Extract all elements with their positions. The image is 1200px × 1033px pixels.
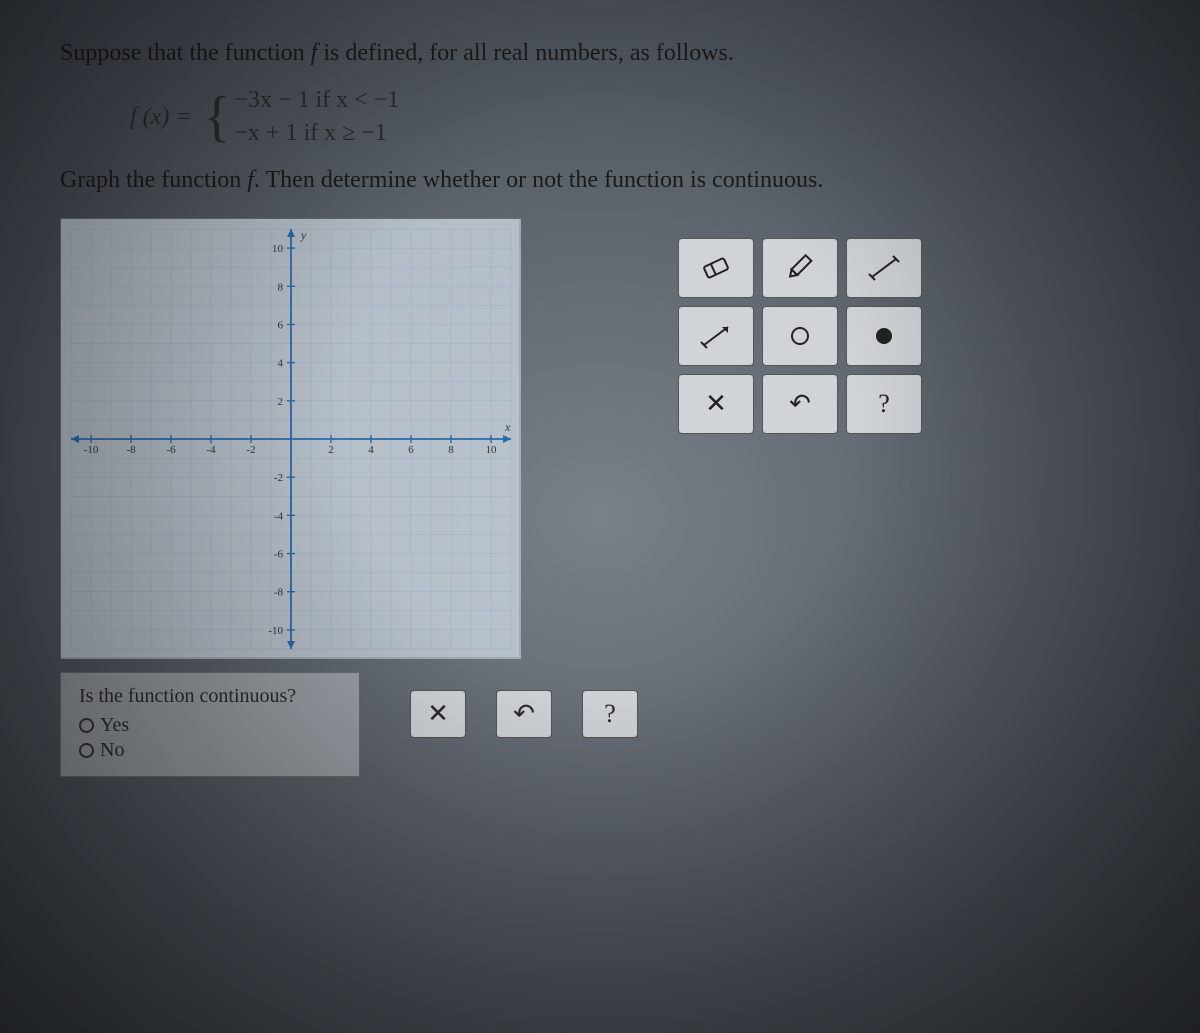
formula-lhs: f (x) =	[130, 104, 192, 131]
answer-help-button[interactable]: ?	[582, 690, 638, 738]
help-icon: ?	[604, 699, 616, 729]
svg-text:2: 2	[328, 444, 334, 456]
svg-text:-10: -10	[268, 625, 283, 637]
svg-text:6: 6	[408, 444, 414, 456]
formula: f (x) = { −3x − 1 if x < −1 −x + 1 if x …	[130, 87, 1140, 147]
instruction-text: Graph the function f. Then determine whe…	[60, 167, 1140, 194]
intro-text: Suppose that the function f is defined, …	[60, 40, 1140, 67]
tool-line-segment[interactable]	[846, 238, 922, 298]
undo-icon: ↶	[789, 389, 811, 419]
svg-text:-8: -8	[274, 587, 284, 599]
svg-text:10: 10	[272, 243, 284, 255]
answer-question: Is the function continuous?	[79, 685, 341, 708]
svg-text:2: 2	[278, 396, 284, 408]
tool-open-point[interactable]	[762, 306, 838, 366]
formula-case-2: −x + 1 if x ≥ −1	[234, 120, 399, 147]
line-segment-icon	[864, 253, 904, 283]
formula-case-1: −3x − 1 if x < −1	[234, 87, 399, 114]
tool-closed-point[interactable]	[846, 306, 922, 366]
radio-no[interactable]: No	[79, 739, 341, 762]
brace-icon: {	[204, 89, 231, 145]
answer-undo-button[interactable]: ↶	[496, 690, 552, 738]
svg-text:4: 4	[278, 358, 284, 370]
svg-text:-6: -6	[166, 444, 176, 456]
radio-no-label: No	[100, 739, 124, 762]
svg-text:-2: -2	[274, 472, 283, 484]
graph-panel[interactable]: -10 -8 -6 -4 -2 2 4 6 8 10 10 8 6 4 2 -2 -4 -6 -8 -10 y x	[60, 218, 520, 658]
svg-text:-4: -4	[274, 510, 284, 522]
x-icon: ✕	[705, 389, 727, 419]
ray-icon	[696, 321, 736, 351]
svg-text:x: x	[504, 420, 511, 434]
svg-text:-6: -6	[274, 549, 284, 561]
svg-text:-10: -10	[84, 444, 99, 456]
coordinate-grid[interactable]: -10 -8 -6 -4 -2 2 4 6 8 10 10 8 6 4 2 -2 -4 -6 -8 -10 y x	[61, 219, 521, 659]
answer-box: Is the function continuous? Yes No	[60, 672, 360, 777]
radio-yes[interactable]: Yes	[79, 714, 341, 737]
tool-eraser[interactable]	[678, 238, 754, 298]
svg-text:-2: -2	[246, 444, 255, 456]
svg-text:-4: -4	[206, 444, 216, 456]
tool-clear[interactable]: ✕	[678, 374, 754, 434]
svg-text:-8: -8	[126, 444, 136, 456]
toolbox: ✕ ↶ ?	[678, 238, 922, 434]
svg-text:6: 6	[278, 319, 284, 331]
answer-clear-button[interactable]: ✕	[410, 690, 466, 738]
radio-yes-label: Yes	[100, 714, 129, 737]
help-icon: ?	[878, 389, 890, 419]
tool-undo[interactable]: ↶	[762, 374, 838, 434]
closed-point-icon	[869, 321, 899, 351]
x-icon: ✕	[427, 699, 449, 729]
pencil-icon	[783, 253, 817, 283]
open-point-icon	[785, 321, 815, 351]
svg-text:8: 8	[278, 281, 284, 293]
svg-text:4: 4	[368, 444, 374, 456]
eraser-icon	[699, 255, 733, 281]
undo-icon: ↶	[513, 699, 535, 729]
radio-icon	[79, 743, 94, 758]
svg-text:10: 10	[486, 444, 498, 456]
radio-icon	[79, 718, 94, 733]
svg-text:y: y	[300, 228, 307, 242]
tool-help[interactable]: ?	[846, 374, 922, 434]
tool-pencil[interactable]	[762, 238, 838, 298]
svg-text:8: 8	[448, 444, 454, 456]
tool-ray[interactable]	[678, 306, 754, 366]
